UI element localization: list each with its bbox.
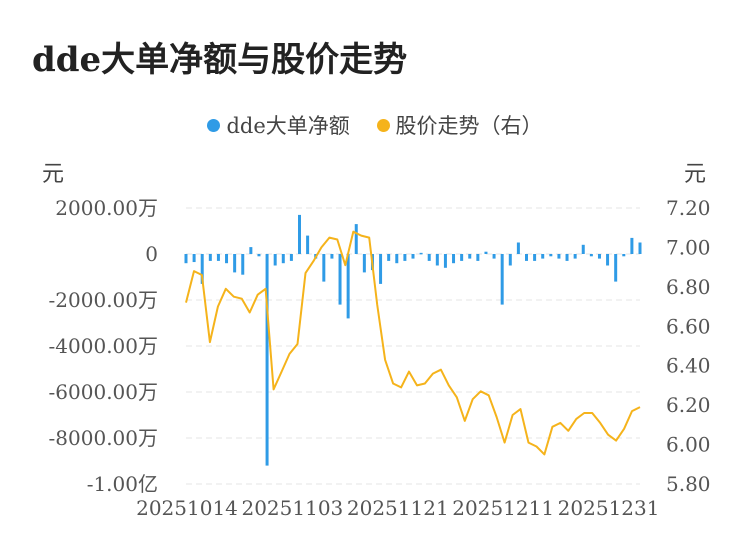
right-tick-label: 6.60 [666,314,711,338]
dde-bar [500,254,504,305]
dde-bar [200,254,204,284]
dde-bar [589,254,593,257]
price-line [185,230,641,456]
dde-bar [476,254,480,261]
dde-bar [581,244,585,254]
dde-bar [565,254,569,261]
dde-bar [638,242,642,254]
right-tick-label: 6.20 [666,393,711,417]
left-axis-unit: 元 [42,162,65,187]
dde-bar [557,254,561,259]
dde-bar [452,254,456,264]
dde-bar [484,251,488,254]
right-tick-label: 6.80 [666,275,711,299]
dde-bar [533,254,537,261]
right-tick-label: 5.80 [666,472,711,496]
right-tick-label: 7.00 [666,235,711,259]
left-tick-label: -8000.00万 [49,426,158,450]
dde-bar [597,254,601,259]
dde-bar [427,254,431,261]
dde-bar [630,237,634,254]
dde-bar [549,254,553,257]
dde-bar [322,254,326,282]
right-tick-label: 7.20 [666,196,711,220]
dde-bar [606,254,610,266]
x-tick-label: 20251231 [558,496,660,520]
dde-bar [233,254,237,273]
dde-bar [443,254,447,268]
dde-bar [508,254,512,266]
chart-title: dde大单净额与股价走势 [32,40,408,80]
dde-bar [249,247,253,254]
right-axis-unit: 元 [684,162,707,187]
legend-label-price: 股价走势（右） [395,114,543,138]
dde-bar [184,254,188,264]
dde-bar [525,254,528,261]
dde-bar [273,254,277,266]
left-tick-label: -1.00亿 [87,472,158,496]
dde-bar [265,254,269,466]
dde-bar [257,254,261,257]
dde-bar [354,224,358,254]
dde-bar [541,254,545,259]
dde-bar [346,254,350,319]
legend-dot-dde [207,118,221,132]
x-tick-label: 20251121 [347,496,449,520]
dde-bar [208,254,212,261]
left-tick-label: -4000.00万 [49,334,158,358]
dde-bar [379,254,383,284]
right-tick-label: 6.00 [666,433,711,457]
dde-bar [306,235,310,254]
dde-bar [330,254,334,259]
dde-bar [338,254,342,305]
dde-bar [435,254,439,266]
dde-bar [492,254,496,259]
dde-bar [281,254,285,264]
dde-bar [516,242,520,254]
dde-bar [216,254,220,261]
dde-bar [289,254,293,261]
dde-bar [573,254,577,259]
dde-bar [241,254,245,275]
left-tick-label: 0 [145,242,158,266]
dde-bar [362,254,366,273]
legend-dot-price [376,118,390,132]
left-tick-label: 2000.00万 [55,196,158,220]
dde-bar [419,252,423,255]
dde-bar [192,254,196,263]
dde-bar [298,214,301,254]
left-tick-label: -2000.00万 [49,288,158,312]
x-tick-label: 20251211 [452,496,554,520]
x-tick-label: 20251014 [136,496,238,520]
legend: dde大单净额 股价走势（右） [0,110,750,140]
dde-bar [403,254,407,261]
dde-bar [387,254,391,261]
legend-item-price[interactable]: 股价走势（右） [376,110,543,140]
left-tick-label: -6000.00万 [49,380,158,404]
dde-bar [411,254,415,259]
legend-item-dde[interactable]: dde大单净额 [207,110,350,140]
x-tick-label: 20251103 [241,496,343,520]
dde-bar [460,254,464,261]
dde-bar [468,254,472,259]
dde-bar [225,254,229,264]
dde-bar [614,254,618,282]
right-tick-label: 6.40 [666,354,711,378]
dde-bar [622,254,626,257]
dde-bar [395,254,399,264]
legend-label-dde: dde大单净额 [226,114,350,138]
